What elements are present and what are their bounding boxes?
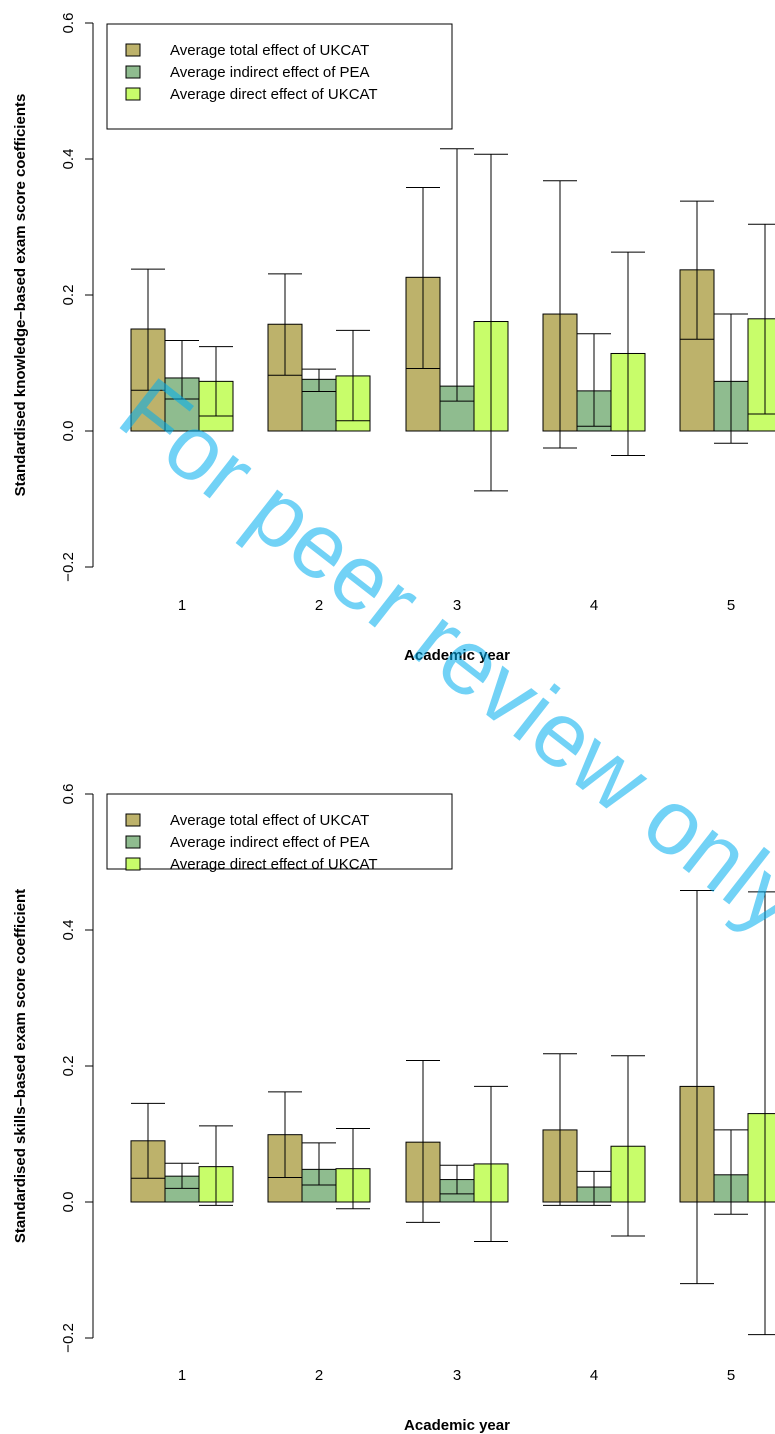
x-tick-label: 3 bbox=[453, 597, 461, 614]
legend-swatch bbox=[125, 857, 141, 871]
x-tick-label: 5 bbox=[727, 597, 735, 614]
y-tick-label: 0.4 bbox=[60, 920, 77, 941]
y-tick-label: 0.2 bbox=[60, 285, 77, 306]
y-axis-title: Standardised skills–based exam score coe… bbox=[12, 889, 29, 1243]
y-axis-title: Standardised knowledge–based exam score … bbox=[12, 94, 29, 497]
x-tick-label: 2 bbox=[315, 597, 323, 614]
legend-box bbox=[106, 793, 453, 870]
x-axis-title: Academic year bbox=[404, 647, 510, 664]
legend-label: Average total effect of UKCAT bbox=[170, 812, 369, 829]
legend-label: Average direct effect of UKCAT bbox=[170, 86, 378, 103]
y-tick-label: 0.0 bbox=[60, 421, 77, 442]
y-tick-label: −0.2 bbox=[60, 1323, 77, 1353]
legend-swatch bbox=[125, 835, 141, 849]
knowledge-chart-panel: −0.2 0.0 0.2 0.4 0.6 Standardised knowledge–b… bbox=[12, 13, 775, 664]
legend-swatch bbox=[125, 87, 141, 101]
x-tick-label: 4 bbox=[590, 597, 598, 614]
x-tick-label: 1 bbox=[178, 597, 186, 614]
y-tick-label: 0.4 bbox=[60, 149, 77, 170]
legend-box bbox=[106, 23, 453, 130]
legend-swatch bbox=[125, 65, 141, 79]
x-tick-label: 1 bbox=[178, 1367, 186, 1384]
x-tick-label: 4 bbox=[590, 1367, 598, 1384]
legend-label: Average indirect effect of PEA bbox=[170, 64, 370, 81]
y-tick-label: 0.6 bbox=[60, 13, 77, 34]
bar bbox=[747, 1113, 775, 1203]
legend-label: Average direct effect of UKCAT bbox=[170, 856, 378, 873]
legend-label: Average indirect effect of PEA bbox=[170, 834, 370, 851]
y-tick-label: 0.0 bbox=[60, 1192, 77, 1213]
legend-swatch bbox=[125, 43, 141, 57]
legend-swatch bbox=[125, 813, 141, 827]
x-tick-label: 3 bbox=[453, 1367, 461, 1384]
legend: Average total effect of UKCAT Average ind… bbox=[106, 23, 453, 130]
legend: Average total effect of UKCAT Average ind… bbox=[106, 793, 453, 873]
skills-chart-panel: −0.2 0.0 0.2 0.4 0.6 Standardised skills–base… bbox=[12, 784, 775, 1434]
legend-label: Average total effect of UKCAT bbox=[170, 42, 369, 59]
x-tick-label: 2 bbox=[315, 1367, 323, 1384]
x-tick-label: 5 bbox=[727, 1367, 735, 1384]
y-tick-label: −0.2 bbox=[60, 552, 77, 582]
y-tick-label: 0.2 bbox=[60, 1056, 77, 1077]
x-axis-title: Academic year bbox=[404, 1417, 510, 1434]
y-tick-label: 0.6 bbox=[60, 784, 77, 805]
